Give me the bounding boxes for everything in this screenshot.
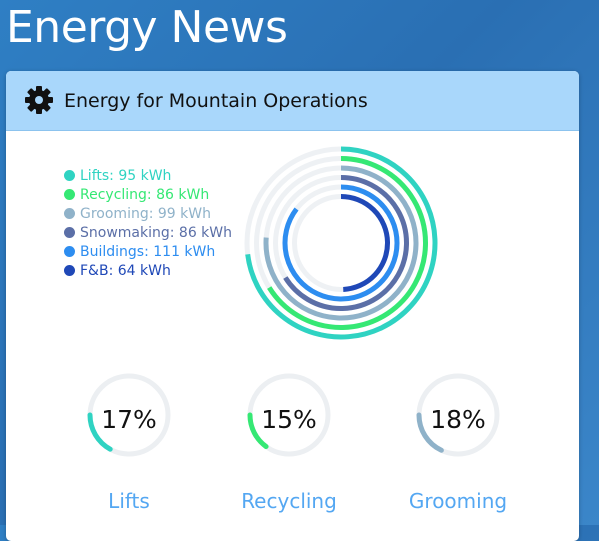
gauge-fill [87,412,113,452]
legend-item[interactable]: Recycling: 86 kWh [64,185,232,204]
gauge-fill [247,412,269,450]
app-title: Energy News [6,2,288,53]
legend-label: F&B: 64 kWh [80,262,171,279]
radial-bar-chart [244,146,438,340]
kpi-gauge [247,373,331,457]
legend-item[interactable]: F&B: 64 kWh [64,261,232,280]
legend-item[interactable]: Buildings: 111 kWh [64,242,232,261]
legend-label: Snowmaking: 86 kWh [80,224,233,241]
legend-item[interactable]: Lifts: 95 kWh [64,166,232,185]
gear-icon[interactable] [24,85,54,115]
kpi-value: 15% [261,405,317,434]
ring-bar-snowmaking[interactable] [283,175,409,311]
legend-label: Buildings: 111 kWh [80,243,216,260]
ring-bar-buildings[interactable] [282,184,400,302]
ring-bar-recycling[interactable] [267,156,428,330]
legend-label: Recycling: 86 kWh [80,186,210,203]
legend-swatch [64,227,75,238]
kpi-label: Recycling [241,489,337,513]
gauge-fill [416,412,444,453]
legend-swatch [64,170,75,181]
chart-legend: Lifts: 95 kWh Recycling: 86 kWh Grooming: … [64,166,232,280]
kpi-gauge [416,373,500,457]
legend-swatch [64,265,75,276]
card-title: Energy for Mountain Operations [64,90,368,112]
card-header: Energy for Mountain Operations [6,71,579,131]
legend-swatch [64,246,75,257]
kpi-value: 17% [101,405,157,434]
kpi-label: Grooming [408,489,508,513]
ring-bar-lifts[interactable] [245,146,438,340]
legend-item[interactable]: Snowmaking: 86 kWh [64,223,232,242]
legend-label: Grooming: 99 kWh [80,205,211,222]
kpi-label: Lifts [108,489,150,513]
energy-card: Energy for Mountain Operations Lifts: 95… [6,71,579,541]
kpi-gauge [87,373,171,457]
legend-item[interactable]: Grooming: 99 kWh [64,204,232,223]
legend-swatch [64,208,75,219]
legend-label: Lifts: 95 kWh [80,167,172,184]
ring-bar-grooming[interactable] [263,165,419,321]
legend-swatch [64,189,75,200]
ring-bar-f-b[interactable] [340,194,390,292]
kpi-value: 18% [430,405,486,434]
